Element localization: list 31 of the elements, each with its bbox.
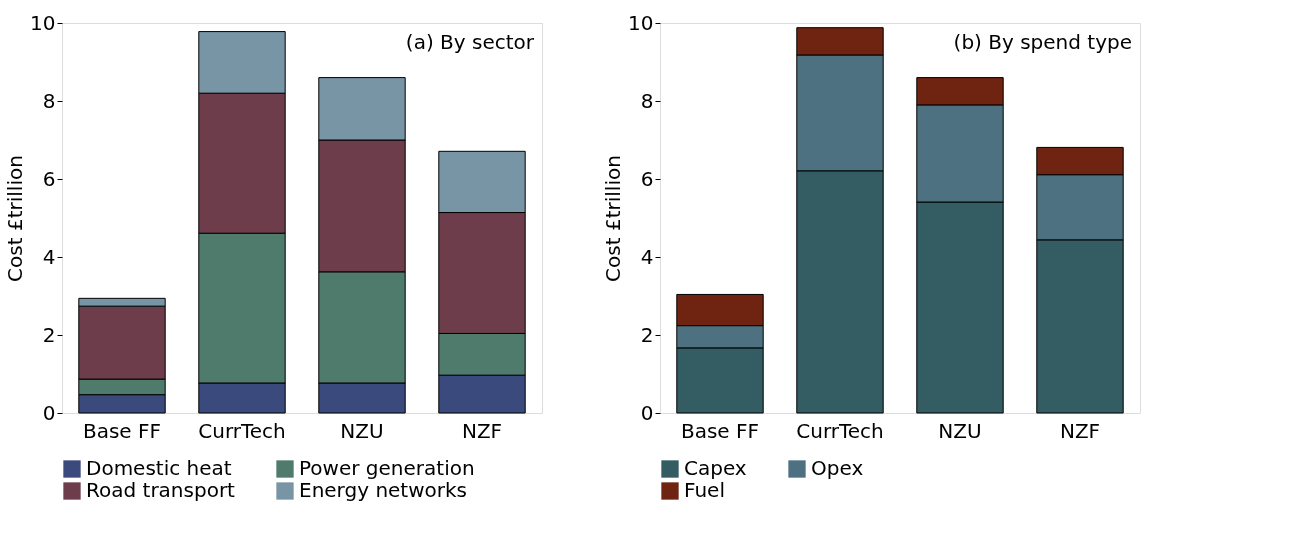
y-tick-label: 8 <box>640 88 654 113</box>
y-tick-label: 2 <box>42 322 56 347</box>
y-tick-label: 8 <box>42 88 56 113</box>
y-tick-label: 10 <box>628 10 654 35</box>
legend-label: Capex <box>684 456 747 480</box>
x-tick-label: Base FF <box>82 418 162 443</box>
y-tick-label: 2 <box>640 322 654 347</box>
y-axis-title: Cost £trillion <box>3 155 28 282</box>
y-tick-label: 10 <box>30 10 56 35</box>
x-tick-label: NZU <box>340 418 384 443</box>
y-tick-label: 4 <box>42 244 56 269</box>
x-tick-label: NZF <box>461 418 503 443</box>
y-tick-label: 4 <box>640 244 654 269</box>
legend-label: Fuel <box>684 478 725 502</box>
annotation: (b) By spend type <box>953 30 1132 54</box>
legend-label: Road transport <box>86 478 236 502</box>
legend-label: Domestic heat <box>86 456 232 480</box>
y-tick-label: 0 <box>42 400 56 425</box>
x-tick-label: NZF <box>1059 418 1101 443</box>
legend-label: Energy networks <box>299 478 468 502</box>
y-axis-title: Cost £trillion <box>601 155 626 282</box>
x-tick-label: Base FF <box>680 418 760 443</box>
x-tick-label: CurrTech <box>796 418 884 443</box>
legend-label: Power generation <box>299 456 475 480</box>
legend-label: Opex <box>811 456 864 480</box>
x-tick-label: NZU <box>938 418 982 443</box>
x-tick-label: CurrTech <box>198 418 286 443</box>
annotation: (a) By sector <box>405 30 535 54</box>
y-tick-label: 6 <box>42 166 56 191</box>
y-tick-label: 6 <box>640 166 654 191</box>
y-tick-label: 0 <box>640 400 654 425</box>
